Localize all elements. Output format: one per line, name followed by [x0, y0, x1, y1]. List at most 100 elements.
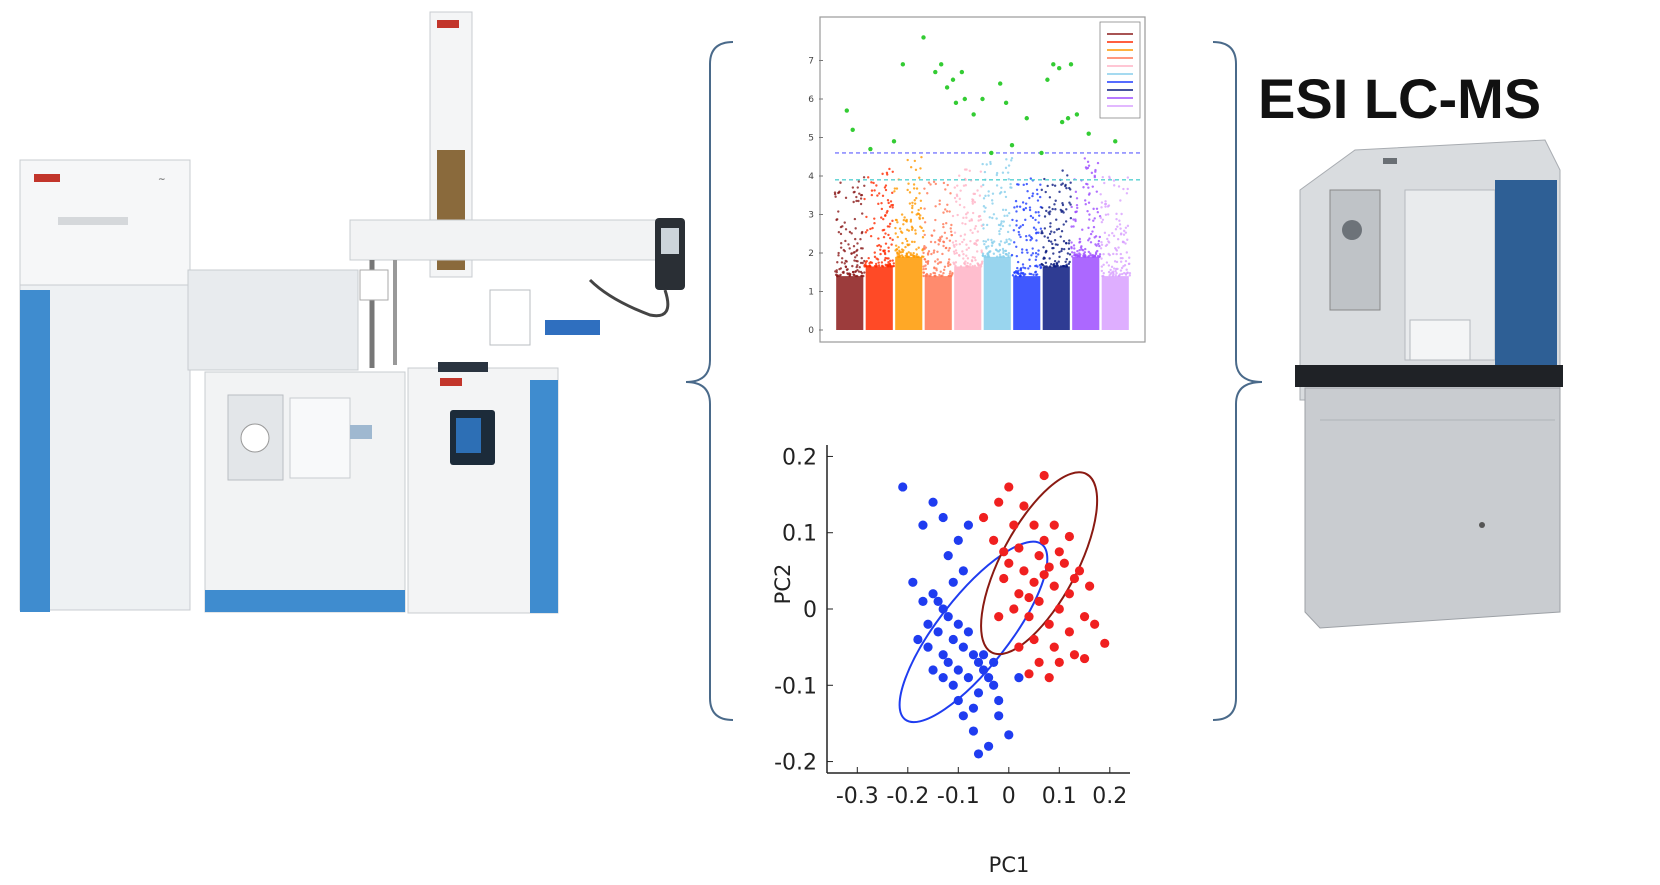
manhattan-point — [945, 222, 948, 225]
manhattan-point — [1031, 192, 1035, 195]
manhattan-point — [1031, 252, 1035, 255]
manhattan-point — [1064, 220, 1068, 223]
manhattan-point — [839, 273, 842, 277]
pca-point-red — [1049, 642, 1059, 652]
manhattan-point — [905, 239, 909, 243]
manhattan-point — [1105, 261, 1109, 264]
manhattan-point — [1011, 274, 1015, 277]
manhattan-point — [1007, 178, 1010, 181]
manhattan-point — [898, 249, 901, 253]
manhattan-point — [969, 229, 972, 232]
manhattan-point — [1051, 247, 1054, 250]
manhattan-significant-point — [868, 146, 873, 152]
manhattan-point — [1029, 235, 1033, 239]
pca-point-blue — [948, 577, 958, 587]
manhattan-point — [942, 225, 945, 229]
manhattan-point — [1013, 271, 1016, 274]
manhattan-point — [1004, 249, 1007, 253]
manhattan-point — [1124, 259, 1128, 263]
manhattan-plot: 0 1 2 3 4 5 6 7 — [808, 16, 1146, 343]
manhattan-point — [1106, 213, 1110, 216]
manhattan-point — [1092, 225, 1096, 229]
manhattan-point — [839, 246, 843, 249]
manhattan-point — [837, 254, 840, 257]
manhattan-point — [948, 210, 951, 213]
manhattan-point — [1094, 243, 1097, 246]
pca-point-blue — [908, 577, 918, 587]
pca-plot: 0.2 0.1 0 -0.1 -0.2 -0.3 -0.2 -0.1 0 0.1 0.2 PC1 P… — [771, 445, 1130, 877]
manhattan-significant-point — [998, 81, 1003, 86]
manhattan-point — [1048, 265, 1052, 268]
manhattan-point — [914, 168, 918, 172]
manhattan-point — [1119, 256, 1123, 260]
manhattan-point — [929, 183, 932, 186]
manhattan-point — [1034, 271, 1037, 274]
manhattan-point — [859, 197, 863, 200]
manhattan-point — [982, 183, 985, 187]
manhattan-point — [1109, 272, 1112, 276]
manhattan-point — [844, 239, 847, 243]
manhattan-point — [858, 192, 861, 195]
manhattan-point — [880, 207, 884, 211]
manhattan-point — [1126, 238, 1129, 241]
manhattan-point — [1023, 266, 1027, 270]
manhattan-point — [964, 213, 968, 216]
manhattan-significant-point — [1068, 62, 1074, 67]
manhattan-point — [1124, 226, 1128, 229]
manhattan-point — [848, 230, 852, 234]
manhattan-point — [1115, 260, 1119, 264]
manhattan-point — [838, 190, 841, 193]
manhattan-point — [1058, 250, 1061, 254]
pca-point-blue — [938, 650, 948, 660]
manhattan-point — [862, 176, 866, 179]
manhattan-point — [1028, 196, 1031, 200]
manhattan-point — [975, 243, 978, 247]
manhattan-point — [905, 252, 909, 255]
manhattan-point — [1029, 238, 1032, 242]
manhattan-point — [1128, 256, 1131, 259]
manhattan-point — [1072, 225, 1075, 228]
manhattan-point — [947, 264, 950, 268]
manhattan-point — [874, 262, 878, 266]
thermo-badge-tower — [437, 20, 459, 28]
manhattan-point — [1003, 190, 1007, 194]
manhattan-point — [1075, 197, 1079, 200]
manhattan-point — [977, 219, 980, 222]
manhattan-point — [1113, 184, 1116, 187]
pca-y-tick: -0.2 — [774, 751, 817, 776]
manhattan-point — [922, 229, 925, 233]
manhattan-point — [1053, 259, 1057, 263]
manhattan-point — [875, 265, 878, 268]
esi-lc-ms-label: ESI LC-MS — [1258, 67, 1541, 130]
manhattan-point — [953, 262, 956, 266]
manhattan-point — [887, 250, 890, 253]
manhattan-point — [884, 184, 888, 187]
manhattan-point — [902, 223, 905, 226]
manhattan-point — [940, 235, 944, 238]
manhattan-point — [922, 251, 925, 255]
manhattan-point — [1040, 188, 1043, 192]
manhattan-point — [1089, 252, 1092, 255]
manhattan-point — [924, 267, 928, 271]
manhattan-point — [891, 219, 894, 223]
manhattan-point — [949, 227, 952, 230]
manhattan-point — [1099, 216, 1102, 220]
manhattan-point — [973, 242, 976, 245]
manhattan-point — [958, 242, 962, 246]
manhattan-point — [1044, 261, 1048, 264]
manhattan-point — [1053, 203, 1056, 206]
manhattan-point — [982, 223, 985, 226]
manhattan-point — [1093, 217, 1096, 220]
manhattan-point — [847, 243, 850, 246]
manhattan-point — [1117, 246, 1120, 249]
manhattan-point — [1092, 207, 1095, 211]
manhattan-point — [1019, 272, 1022, 275]
manhattan-point — [1061, 169, 1064, 172]
manhattan-point — [1069, 216, 1073, 220]
manhattan-point — [1104, 205, 1107, 208]
manhattan-point — [921, 217, 925, 220]
pca-point-blue — [973, 688, 984, 698]
manhattan-point — [1036, 265, 1039, 268]
manhattan-point — [1062, 247, 1066, 251]
manhattan-point — [852, 273, 856, 277]
